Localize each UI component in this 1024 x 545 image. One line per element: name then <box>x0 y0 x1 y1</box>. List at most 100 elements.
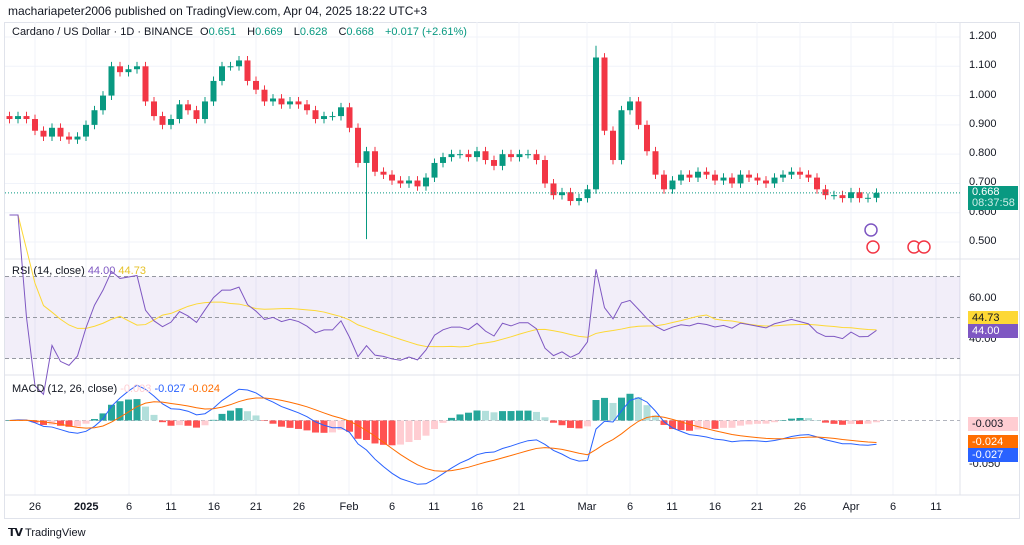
macd-histogram-bar <box>762 420 770 424</box>
macd-histogram-bar <box>669 420 676 430</box>
macd-histogram-bar <box>312 420 319 433</box>
macd-histogram-bar <box>533 411 540 421</box>
candle-body <box>321 116 327 120</box>
candle-body <box>729 177 735 184</box>
candle-body <box>780 174 786 178</box>
price-tick: 1.000 <box>969 88 997 101</box>
macd-histogram-bar <box>99 413 107 421</box>
candle-body <box>482 151 489 161</box>
candle-body <box>712 174 718 181</box>
candle-body <box>134 66 140 70</box>
candle-body <box>593 57 599 190</box>
candle-body <box>457 154 463 156</box>
candle-body <box>440 157 446 163</box>
macd-histogram-bar <box>558 420 566 426</box>
macd-histogram-bar <box>431 420 438 430</box>
time-tick: 11 <box>930 501 942 513</box>
candle-body <box>100 95 106 111</box>
symbol-legend: Cardano / US Dollar · 1D · BINANCE O0.65… <box>12 26 471 38</box>
macd-histogram-bar <box>490 412 498 421</box>
macd-histogram-bar <box>193 420 200 428</box>
candle-body <box>431 162 438 178</box>
brand-name: TradingView <box>25 526 86 539</box>
candle-body <box>40 130 47 137</box>
candle-body <box>346 107 353 128</box>
candle-body <box>661 174 667 190</box>
macd-histogram-bar <box>227 410 234 421</box>
macd-histogram-bar <box>65 420 73 427</box>
candle-body <box>525 154 531 156</box>
candle-body <box>193 110 200 120</box>
macd-histogram-bar <box>516 410 523 421</box>
candle-body <box>253 80 259 90</box>
macd-histogram-bar <box>575 420 583 429</box>
candle-body <box>295 101 302 105</box>
open-label: O <box>200 26 209 38</box>
macd-histogram-bar <box>108 404 115 421</box>
candle-body <box>584 189 591 199</box>
time-tick: 6 <box>388 501 396 513</box>
time-tick: 6 <box>889 501 897 513</box>
high-label: H <box>247 26 256 38</box>
macd-histogram-bar <box>737 420 744 426</box>
candle-body <box>423 177 429 187</box>
candle-body <box>465 154 472 158</box>
candle-body <box>414 180 421 187</box>
macd-histogram-bar <box>31 420 39 423</box>
macd-histogram-bar <box>397 420 404 445</box>
macd-histogram-bar <box>286 420 294 428</box>
macd-histogram-bar <box>567 420 574 428</box>
candle-body <box>372 151 378 172</box>
macd-histogram-bar <box>82 420 90 424</box>
macd-legend: MACD (12, 26, close) -0.003 -0.027 -0.02… <box>12 383 220 395</box>
macd-histogram-bar <box>57 420 64 426</box>
chart-frame <box>4 22 1020 519</box>
candle-body <box>822 189 829 196</box>
macd-histogram-bar <box>303 420 311 431</box>
candle-body <box>236 60 242 67</box>
macd-histogram-bar <box>643 405 651 421</box>
candle-body <box>746 174 752 178</box>
time-tick: 2025 <box>74 501 99 513</box>
event-icon <box>864 223 878 237</box>
macd-histogram-bar <box>745 420 753 425</box>
macd-histogram-bar <box>167 420 175 426</box>
macd-histogram-bar <box>201 420 209 426</box>
macd-histogram-bar <box>388 420 396 446</box>
macd-histogram-bar <box>235 408 243 421</box>
macd-histogram-bar <box>448 417 455 421</box>
macd-histogram-bar <box>626 393 634 421</box>
candle-body <box>389 174 395 181</box>
macd-histogram-bar <box>133 399 141 421</box>
candle-body <box>270 98 276 102</box>
candle-body <box>108 66 115 96</box>
macd-histogram-bar <box>465 412 472 421</box>
candle-body <box>797 171 803 175</box>
macd-histogram-bar <box>592 400 600 421</box>
candle-body <box>380 171 387 175</box>
candle-body <box>355 127 361 163</box>
macd-histogram-bar <box>40 420 47 425</box>
macd-histogram-bar <box>813 420 821 421</box>
macd-histogram-bar <box>380 420 387 445</box>
macd-histogram-bar <box>125 399 132 421</box>
candle-body <box>32 119 38 131</box>
candle-body <box>474 151 480 158</box>
macd-histogram-bar <box>176 420 183 426</box>
macd-histogram-bar <box>439 420 447 423</box>
price-tick: 0.700 <box>969 176 997 189</box>
tradingview-logo[interactable]: 𝗧𝗩 TradingView <box>8 526 86 540</box>
candle-body <box>635 101 642 125</box>
candle-body <box>74 136 81 140</box>
candle-body <box>695 171 701 178</box>
macd-histogram-bar <box>278 420 285 427</box>
candle-body <box>737 174 744 184</box>
macd-histogram-bar <box>856 420 863 425</box>
price-tick: 0.900 <box>969 117 997 130</box>
candle-body <box>720 177 727 181</box>
macd-histogram-bar <box>779 420 787 421</box>
macd-histogram-bar <box>142 406 149 421</box>
candle-body <box>576 198 582 202</box>
macd-histogram-bar <box>405 420 413 443</box>
